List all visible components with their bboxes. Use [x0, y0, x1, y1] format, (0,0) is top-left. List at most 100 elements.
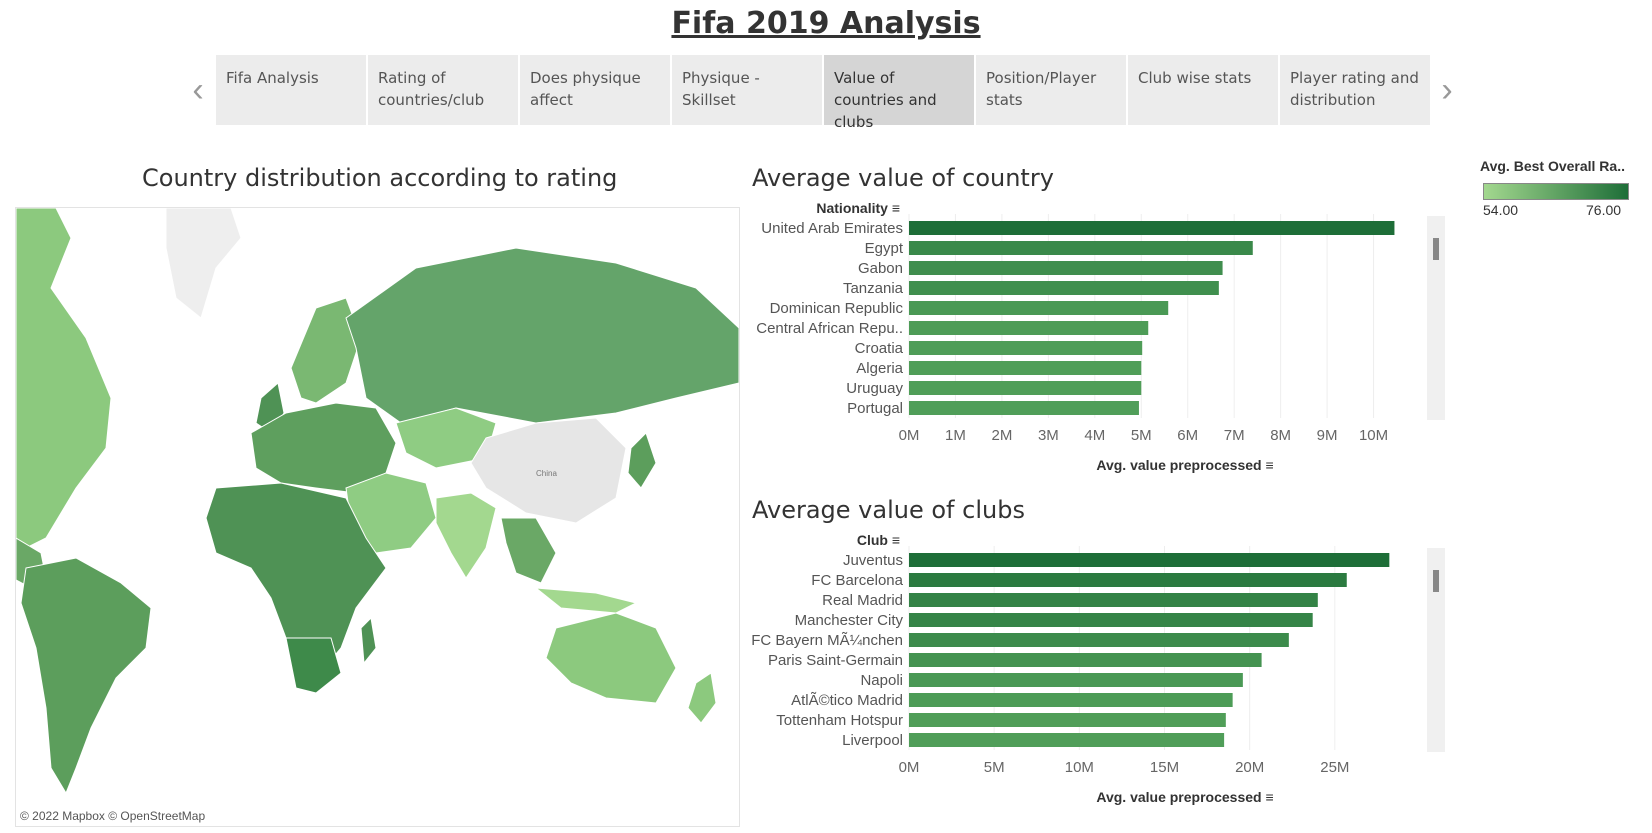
category-label[interactable]: FC Barcelona: [811, 572, 903, 589]
category-label[interactable]: Tanzania: [843, 280, 904, 297]
category-label[interactable]: AtlÃ©tico Madrid: [791, 692, 903, 709]
tab-physique-skillset[interactable]: Physique - Skillset: [672, 55, 822, 125]
x-tick-label: 10M: [1065, 759, 1094, 776]
map-svg: China: [16, 208, 739, 795]
x-tick-label: 25M: [1320, 759, 1349, 776]
x-tick-label: 2M: [991, 427, 1012, 444]
x-tick-label: 5M: [984, 759, 1005, 776]
tab-value-countries-clubs[interactable]: Value of countries and clubs: [824, 55, 974, 131]
scrollbar-track[interactable]: [1427, 548, 1445, 752]
map-region-russia: [345, 247, 739, 424]
bar[interactable]: [909, 713, 1226, 727]
tab-position-player-stats[interactable]: Position/Player stats: [976, 55, 1126, 125]
x-tick-label: 0M: [899, 427, 920, 444]
category-label[interactable]: Juventus: [843, 552, 903, 569]
legend-title: Avg. Best Overall Ra..: [1480, 158, 1625, 174]
category-label[interactable]: United Arab Emirates: [761, 220, 903, 237]
category-label[interactable]: Portugal: [847, 400, 903, 417]
category-label[interactable]: Liverpool: [842, 732, 903, 749]
category-label[interactable]: Napoli: [860, 672, 903, 689]
tab-fifa-analysis[interactable]: Fifa Analysis: [216, 55, 366, 125]
map-region-indonesia: [534, 587, 638, 614]
map-region-southeast-asia: [500, 517, 557, 584]
category-label[interactable]: Manchester City: [795, 612, 904, 629]
bar[interactable]: [909, 401, 1139, 415]
tab-does-physique-affect[interactable]: Does physique affect: [520, 55, 670, 125]
bar[interactable]: [909, 653, 1262, 667]
scrollbar-thumb[interactable]: [1433, 238, 1439, 260]
dimension-label[interactable]: Club ≡: [857, 532, 900, 548]
scrollbar-thumb[interactable]: [1433, 570, 1439, 592]
color-legend-gradient: [1483, 183, 1629, 200]
scrollbar-track[interactable]: [1427, 216, 1445, 420]
bar[interactable]: [909, 593, 1318, 607]
dimension-label[interactable]: Nationality ≡: [816, 200, 900, 216]
bar[interactable]: [909, 553, 1390, 567]
x-axis-label[interactable]: Avg. value preprocessed ≡: [1096, 789, 1273, 805]
bar[interactable]: [909, 321, 1149, 335]
tab-player-rating-distribution[interactable]: Player rating and distribution: [1280, 55, 1430, 125]
bar[interactable]: [909, 341, 1143, 355]
chart-title: Average value of country: [752, 164, 1054, 192]
tab-club-wise-stats[interactable]: Club wise stats: [1128, 55, 1278, 125]
bar[interactable]: [909, 381, 1142, 395]
category-label[interactable]: Paris Saint-Germain: [768, 652, 903, 669]
dashboard-title: Fifa 2019 Analysis: [671, 6, 981, 41]
x-tick-label: 4M: [1084, 427, 1105, 444]
x-tick-label: 9M: [1317, 427, 1338, 444]
story-tabs: Fifa Analysis Rating of countries/club D…: [216, 55, 1432, 131]
map-region-japan: [627, 432, 657, 489]
next-tab-arrow-icon[interactable]: ›: [1441, 71, 1453, 109]
bar[interactable]: [909, 573, 1347, 587]
club-value-chart[interactable]: Average value of clubs Club ≡ 0M 5M 10M 15M 20…: [700, 492, 1480, 822]
bar[interactable]: [909, 733, 1225, 747]
previous-tab-arrow-icon[interactable]: ‹: [192, 71, 204, 109]
bar[interactable]: [909, 221, 1395, 235]
bar[interactable]: [909, 613, 1313, 627]
tab-rating-countries-club[interactable]: Rating of countries/club: [368, 55, 518, 125]
x-tick-label: 7M: [1224, 427, 1245, 444]
legend-max-value: 76.00: [1586, 202, 1622, 218]
bar[interactable]: [909, 693, 1233, 707]
bar[interactable]: [909, 633, 1289, 647]
x-axis-label[interactable]: Avg. value preprocessed ≡: [1096, 457, 1273, 473]
map-attribution: © 2022 Mapbox © OpenStreetMap: [20, 809, 206, 823]
map-region-madagascar: [360, 616, 377, 665]
bar[interactable]: [909, 261, 1223, 275]
category-label[interactable]: Dominican Republic: [770, 300, 904, 317]
map-region-india: [435, 492, 497, 579]
world-map[interactable]: China © 2022 Mapbox © OpenStreetMap: [15, 207, 740, 827]
bar[interactable]: [909, 301, 1169, 315]
category-label[interactable]: Gabon: [858, 260, 903, 277]
category-label[interactable]: Real Madrid: [822, 592, 903, 609]
country-value-chart[interactable]: Average value of country Nationality ≡ 0M 1…: [700, 160, 1480, 490]
map-region-north-america: [16, 208, 112, 549]
x-tick-label: 20M: [1235, 759, 1264, 776]
category-label[interactable]: FC Bayern MÃ¼nchen: [751, 632, 903, 649]
x-tick-label: 3M: [1038, 427, 1059, 444]
x-tick-label: 6M: [1177, 427, 1198, 444]
map-region-australia: [545, 612, 677, 704]
bar[interactable]: [909, 241, 1253, 255]
category-label[interactable]: Algeria: [856, 360, 903, 377]
map-region-new-zealand: [687, 672, 717, 724]
category-label[interactable]: Uruguay: [846, 380, 903, 397]
map-region-china: [470, 417, 627, 524]
map-region-south-america: [20, 557, 152, 795]
category-label[interactable]: Croatia: [855, 340, 904, 357]
x-tick-label: 0M: [899, 759, 920, 776]
bar[interactable]: [909, 361, 1142, 375]
map-region-scandinavia: [290, 297, 362, 404]
x-tick-label: 15M: [1150, 759, 1179, 776]
map-label-china: China: [536, 469, 557, 478]
map-region-south-africa: [285, 637, 342, 694]
x-tick-label: 1M: [945, 427, 966, 444]
category-label[interactable]: Tottenham Hotspur: [776, 712, 903, 729]
x-tick-label: 8M: [1270, 427, 1291, 444]
chart-title: Average value of clubs: [752, 496, 1025, 524]
category-label[interactable]: Egypt: [865, 240, 904, 257]
bar[interactable]: [909, 281, 1219, 295]
category-label[interactable]: Central African Repu..: [756, 320, 903, 337]
bar[interactable]: [909, 673, 1243, 687]
map-title: Country distribution according to rating: [142, 164, 618, 192]
